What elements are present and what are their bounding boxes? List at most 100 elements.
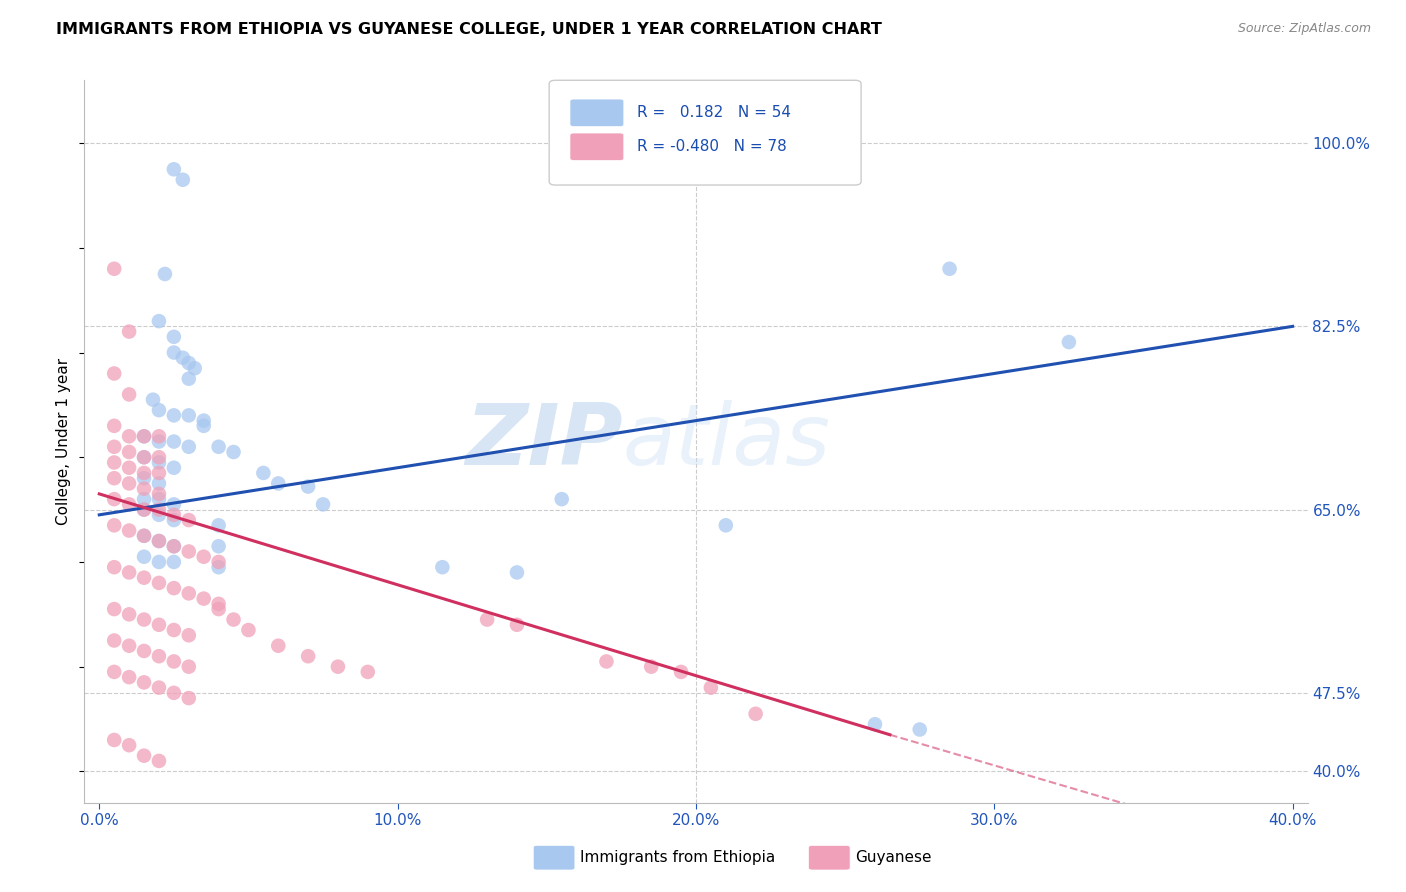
Point (132, 429, 155, 443)
Point (177, 440, 200, 454)
Point (207, 555, 229, 569)
Point (148, 487, 170, 501)
Point (506, 617, 529, 632)
Point (714, 518, 737, 533)
Point (132, 502, 155, 516)
Point (297, 649, 319, 664)
Point (669, 665, 692, 679)
Point (103, 665, 125, 679)
Point (118, 325, 141, 339)
Point (163, 508, 186, 522)
Point (148, 534, 170, 549)
Point (132, 529, 155, 543)
Point (326, 659, 349, 673)
Point (148, 492, 170, 507)
Point (103, 733, 125, 747)
Point (163, 409, 186, 423)
Point (103, 418, 125, 433)
FancyBboxPatch shape (569, 99, 624, 127)
Point (207, 602, 229, 616)
FancyBboxPatch shape (808, 846, 851, 870)
Point (475, 613, 498, 627)
Point (177, 513, 200, 527)
Text: R = -0.480   N = 78: R = -0.480 N = 78 (637, 139, 787, 154)
Point (132, 613, 155, 627)
Point (506, 566, 529, 580)
Point (132, 549, 155, 564)
Point (163, 162, 186, 177)
Point (103, 492, 125, 507)
Point (640, 659, 662, 673)
Point (148, 508, 170, 522)
Point (163, 555, 186, 569)
Point (103, 518, 125, 533)
Point (163, 539, 186, 553)
Point (148, 681, 170, 695)
Point (163, 655, 186, 669)
Text: Immigrants from Ethiopia: Immigrants from Ethiopia (579, 850, 775, 865)
Point (163, 497, 186, 511)
Point (222, 445, 245, 459)
Point (238, 623, 260, 637)
Point (177, 691, 200, 706)
Point (103, 261, 125, 276)
Point (132, 644, 155, 658)
Point (700, 681, 723, 695)
Point (132, 450, 155, 465)
Point (132, 471, 155, 485)
Point (172, 351, 194, 365)
Point (132, 492, 155, 507)
Point (148, 649, 170, 664)
Point (163, 539, 186, 553)
Point (207, 560, 229, 574)
Point (148, 429, 170, 443)
Point (744, 706, 766, 721)
Point (222, 613, 245, 627)
Point (163, 330, 186, 344)
Point (132, 429, 155, 443)
Point (163, 345, 186, 359)
Point (148, 754, 170, 768)
Point (103, 367, 125, 381)
Text: Guyanese: Guyanese (855, 850, 932, 865)
Point (148, 403, 170, 417)
Point (148, 617, 170, 632)
Point (252, 466, 274, 480)
Point (103, 560, 125, 574)
Point (267, 639, 290, 653)
Point (132, 529, 155, 543)
Point (177, 659, 200, 673)
Point (148, 450, 170, 465)
Point (118, 607, 141, 622)
Point (1057, 334, 1080, 349)
Point (938, 261, 960, 276)
Text: R =   0.182   N = 54: R = 0.182 N = 54 (637, 105, 792, 120)
FancyBboxPatch shape (533, 846, 575, 870)
Point (177, 586, 200, 600)
Point (142, 392, 165, 407)
Point (148, 534, 170, 549)
Point (357, 665, 380, 679)
Point (177, 409, 200, 423)
Point (267, 476, 290, 491)
Point (153, 267, 176, 281)
Point (163, 460, 186, 475)
Point (118, 429, 141, 443)
Point (172, 173, 194, 187)
Point (908, 723, 931, 737)
Point (193, 418, 215, 433)
Point (118, 445, 141, 459)
Point (207, 539, 229, 553)
Point (193, 549, 215, 564)
Point (207, 440, 229, 454)
Point (163, 581, 186, 595)
Point (207, 597, 229, 611)
Point (177, 356, 200, 370)
Point (148, 455, 170, 469)
Point (118, 460, 141, 475)
Point (148, 502, 170, 516)
Point (132, 450, 155, 465)
FancyBboxPatch shape (550, 80, 860, 185)
Point (177, 628, 200, 642)
Point (148, 575, 170, 590)
